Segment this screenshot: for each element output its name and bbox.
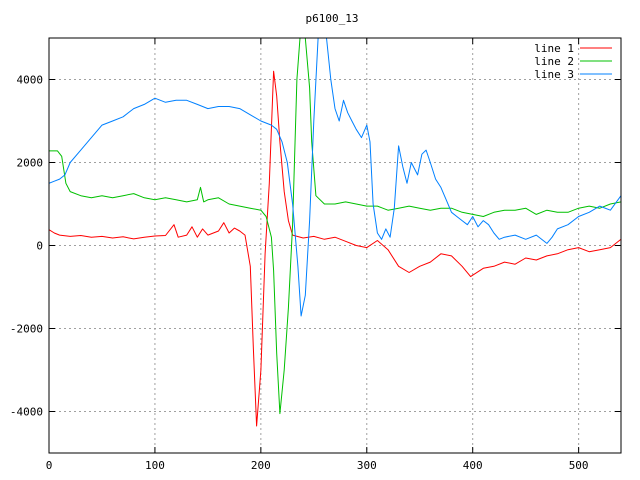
x-tick-label: 200	[251, 459, 271, 472]
grid-lines	[49, 38, 621, 453]
series-line-1	[49, 70, 621, 427]
x-tick-label: 300	[357, 459, 377, 472]
series-line-3	[49, 38, 621, 317]
plot-frame	[48, 37, 622, 454]
y-tick-label: 2000	[17, 157, 44, 170]
x-tick-label: 500	[569, 459, 589, 472]
y-tick-label: 0	[36, 240, 43, 253]
y-tick-label: -2000	[10, 323, 43, 336]
series-line-2	[49, 38, 621, 415]
x-tick-label: 0	[46, 459, 53, 472]
legend-label: line 2	[534, 55, 574, 68]
y-tick-label: 4000	[17, 74, 44, 87]
x-tick-label: 400	[463, 459, 483, 472]
series-lines	[49, 38, 621, 427]
axes: 0 100 200 300 400 500 -4000 -2000 0 2000 4000	[10, 38, 621, 472]
chart-title: p6100_13	[306, 12, 359, 25]
y-tick-label: -4000	[10, 406, 43, 419]
legend-label: line 3	[534, 68, 574, 81]
x-tick-label: 100	[145, 459, 165, 472]
legend-label: line 1	[534, 42, 574, 55]
